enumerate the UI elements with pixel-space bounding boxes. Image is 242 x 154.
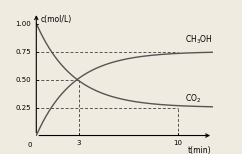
Text: 0: 0	[28, 142, 32, 148]
Text: CH$_3$OH: CH$_3$OH	[185, 33, 212, 46]
Text: t(min): t(min)	[188, 146, 212, 154]
Text: CO$_2$: CO$_2$	[185, 93, 201, 105]
Text: c(mol/L): c(mol/L)	[41, 15, 72, 24]
